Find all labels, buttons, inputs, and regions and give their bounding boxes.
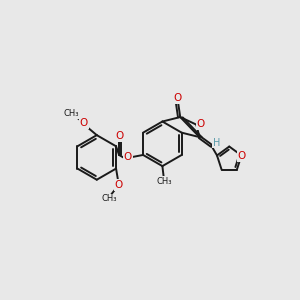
Text: O: O <box>238 151 246 161</box>
Text: O: O <box>114 180 123 190</box>
Text: H: H <box>213 138 220 148</box>
Text: CH₃: CH₃ <box>63 109 79 118</box>
Text: O: O <box>80 118 88 128</box>
Text: O: O <box>116 131 124 141</box>
Text: CH₃: CH₃ <box>156 177 172 186</box>
Text: O: O <box>174 93 182 103</box>
Text: O: O <box>197 119 205 129</box>
Text: CH₃: CH₃ <box>101 194 117 203</box>
Text: O: O <box>124 152 132 162</box>
